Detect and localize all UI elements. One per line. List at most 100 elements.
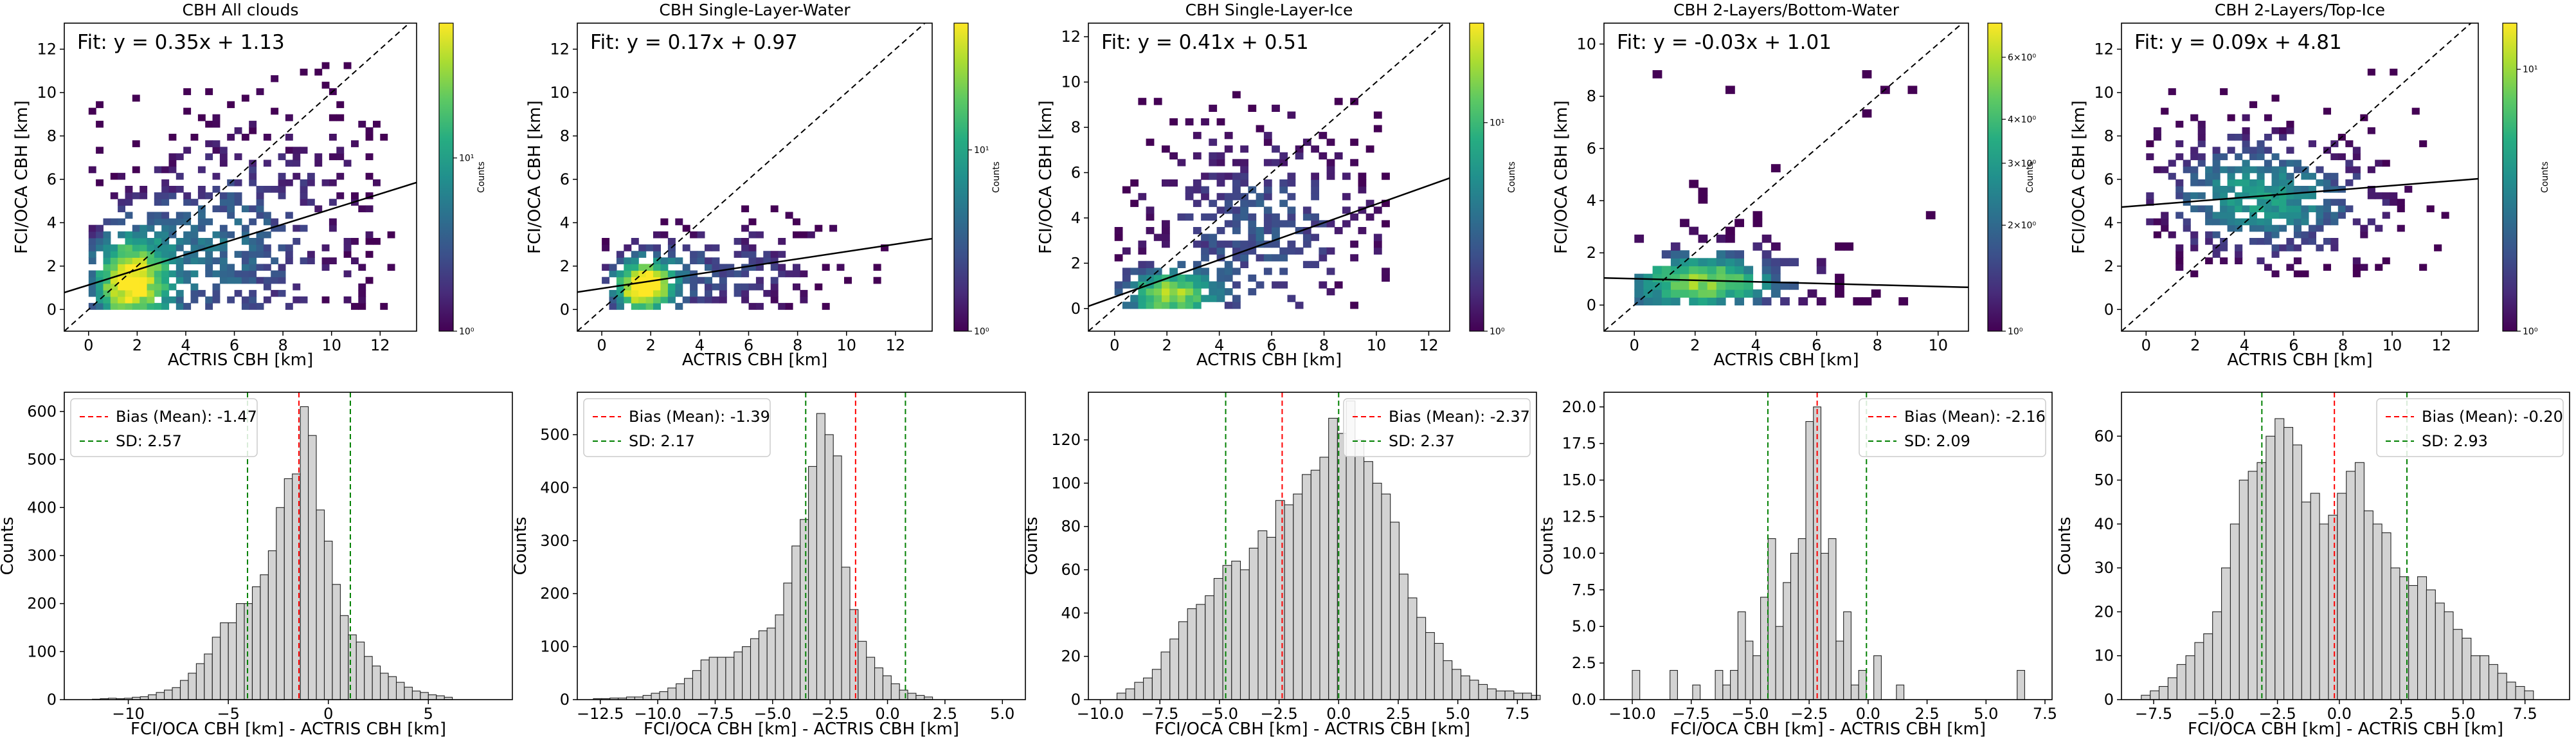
histogram-bar <box>1760 597 1769 700</box>
heatmap-cell <box>1287 172 1296 180</box>
heatmap-cell <box>2249 101 2258 109</box>
heatmap-cell <box>219 251 228 258</box>
histogram-bar <box>841 567 851 700</box>
heatmap-cell <box>1342 220 1351 228</box>
heatmap-cell <box>358 289 366 297</box>
y-axis-label: Counts <box>1022 517 1041 576</box>
x-tick-label: 10 <box>836 336 856 354</box>
colorbar-label: Counts <box>2025 161 2035 193</box>
one-to-one-line <box>1088 23 1446 331</box>
heatmap-cell <box>1216 206 1225 214</box>
heatmap-cells <box>88 62 395 310</box>
heatmap-cell <box>1365 213 1374 221</box>
heatmap-cell <box>2308 231 2316 239</box>
heatmap-cell <box>219 238 228 245</box>
heatmap-cell <box>1643 297 1653 305</box>
heatmap-cell <box>1240 172 1248 180</box>
heatmap-cell <box>118 277 125 284</box>
heatmap-cell <box>778 303 786 310</box>
heatmap-cell <box>2190 192 2199 199</box>
histogram-bar <box>436 695 445 700</box>
heatmap-cell <box>2330 186 2339 193</box>
heatmap-cell <box>1780 258 1790 267</box>
heatmap-cell <box>2212 159 2220 167</box>
heatmap-cell <box>271 270 279 278</box>
x-tick-label: −12.5 <box>577 705 624 723</box>
heatmap-cell <box>1652 70 1662 78</box>
heatmap-cell <box>336 147 345 154</box>
heatmap-cell <box>88 244 96 251</box>
heatmap-cell <box>1279 152 1288 159</box>
x-tick-label: 8 <box>793 336 802 354</box>
heatmap-cell <box>161 218 170 226</box>
heatmap-cell <box>2279 159 2287 167</box>
heatmap-cell <box>271 257 279 264</box>
heatmap-cell <box>212 140 221 147</box>
heatmap-cell <box>300 199 308 206</box>
heatmap-cell <box>336 101 345 109</box>
heatmap-cell <box>1263 206 1272 214</box>
histogram-bar <box>2221 567 2231 700</box>
heatmap-cell <box>2323 212 2331 219</box>
histogram-bar <box>700 659 710 700</box>
heatmap-cell <box>1138 268 1147 275</box>
heatmap-cell <box>609 303 617 310</box>
heatmap-cell <box>300 68 308 76</box>
heatmap-cell <box>2293 166 2301 174</box>
heatmap-cell <box>110 277 118 284</box>
heatmap-cell <box>358 296 366 304</box>
heatmap-cell <box>88 270 96 278</box>
histogram-bar <box>2363 510 2373 700</box>
heatmap-cell <box>2301 218 2309 226</box>
heatmap-cell <box>1326 220 1335 228</box>
heatmap-cell <box>2227 179 2235 186</box>
heatmap-cell <box>2308 192 2316 199</box>
histogram-bar <box>2506 682 2516 700</box>
heatmap-cell <box>1634 234 1644 243</box>
heatmap-cell <box>103 289 111 297</box>
heatmap-cell <box>1263 220 1272 228</box>
heatmap-cell <box>1248 213 1257 221</box>
heatmap-cell <box>132 140 140 147</box>
heatmap-cell <box>285 159 293 167</box>
heatmap-cell <box>705 283 712 291</box>
heatmap-cell <box>351 140 359 147</box>
histogram-bar <box>2444 611 2454 700</box>
heatmap-cell <box>1689 226 1699 235</box>
histogram-bar <box>332 584 341 700</box>
histogram-bar <box>148 694 157 700</box>
y-tick-label: 300 <box>540 532 570 550</box>
heatmap-cell <box>1295 145 1304 153</box>
heatmap-cell <box>653 289 661 297</box>
heatmap-cell <box>2249 147 2258 154</box>
histogram-bar <box>2238 480 2249 700</box>
x-tick-label: 0.0 <box>1326 705 1351 723</box>
histogram-bars <box>92 406 453 700</box>
heatmap-cell <box>734 251 742 258</box>
x-tick-label: 10 <box>1367 336 1387 354</box>
reference-lines <box>64 23 417 331</box>
heatmap-cell <box>103 283 111 291</box>
plot-frame <box>64 392 513 700</box>
heatmap-cell <box>2175 120 2184 128</box>
histogram-bar <box>1302 474 1311 700</box>
y-tick-label: 2.5 <box>1572 654 1596 672</box>
heatmap-cell <box>1725 226 1735 235</box>
heatmap-cell <box>785 270 793 278</box>
heatmap-cell <box>2256 257 2265 264</box>
heatmap-cell <box>1209 213 1218 221</box>
heatmap-cell <box>212 114 221 122</box>
histogram-bar <box>1522 693 1532 700</box>
heatmap-cell <box>212 257 221 264</box>
heatmap-cell <box>726 270 735 278</box>
heatmap-cell <box>1707 266 1717 275</box>
plot-frame <box>2121 23 2479 332</box>
y-tick-label: 8 <box>1071 118 1081 136</box>
heatmap-cell <box>1263 240 1272 248</box>
heatmap-cell <box>2146 218 2154 226</box>
heatmap-cell <box>1169 281 1178 289</box>
histogram-bar <box>2017 669 2025 700</box>
y-tick-label: 4 <box>1071 209 1081 227</box>
heatmap-cell <box>176 153 184 161</box>
heatmap-cell <box>2227 212 2235 219</box>
